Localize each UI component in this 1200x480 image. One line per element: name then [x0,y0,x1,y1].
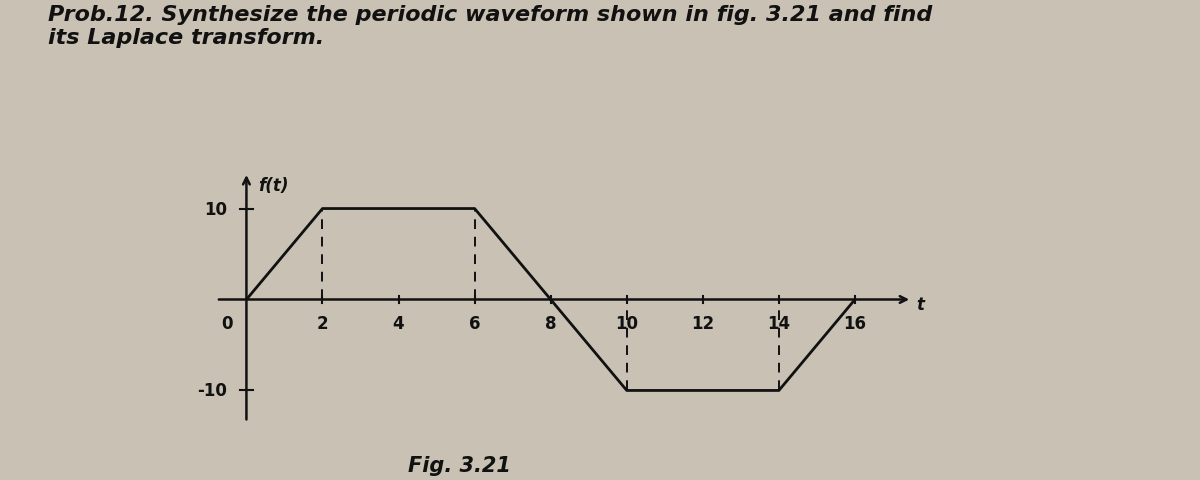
Text: -10: -10 [198,382,228,400]
Text: 16: 16 [844,314,866,332]
Text: Prob.12. Synthesize the periodic waveform shown in fig. 3.21 and find
its Laplac: Prob.12. Synthesize the periodic wavefor… [48,5,932,48]
Text: 10: 10 [616,314,638,332]
Text: 2: 2 [317,314,329,332]
Text: 0: 0 [222,314,233,332]
Text: t: t [916,295,924,313]
Text: 6: 6 [469,314,480,332]
Text: Fig. 3.21: Fig. 3.21 [408,455,511,475]
Text: f(t): f(t) [258,177,288,194]
Text: 10: 10 [204,200,228,218]
Text: 14: 14 [767,314,791,332]
Text: 12: 12 [691,314,714,332]
Text: 8: 8 [545,314,557,332]
Text: 4: 4 [392,314,404,332]
